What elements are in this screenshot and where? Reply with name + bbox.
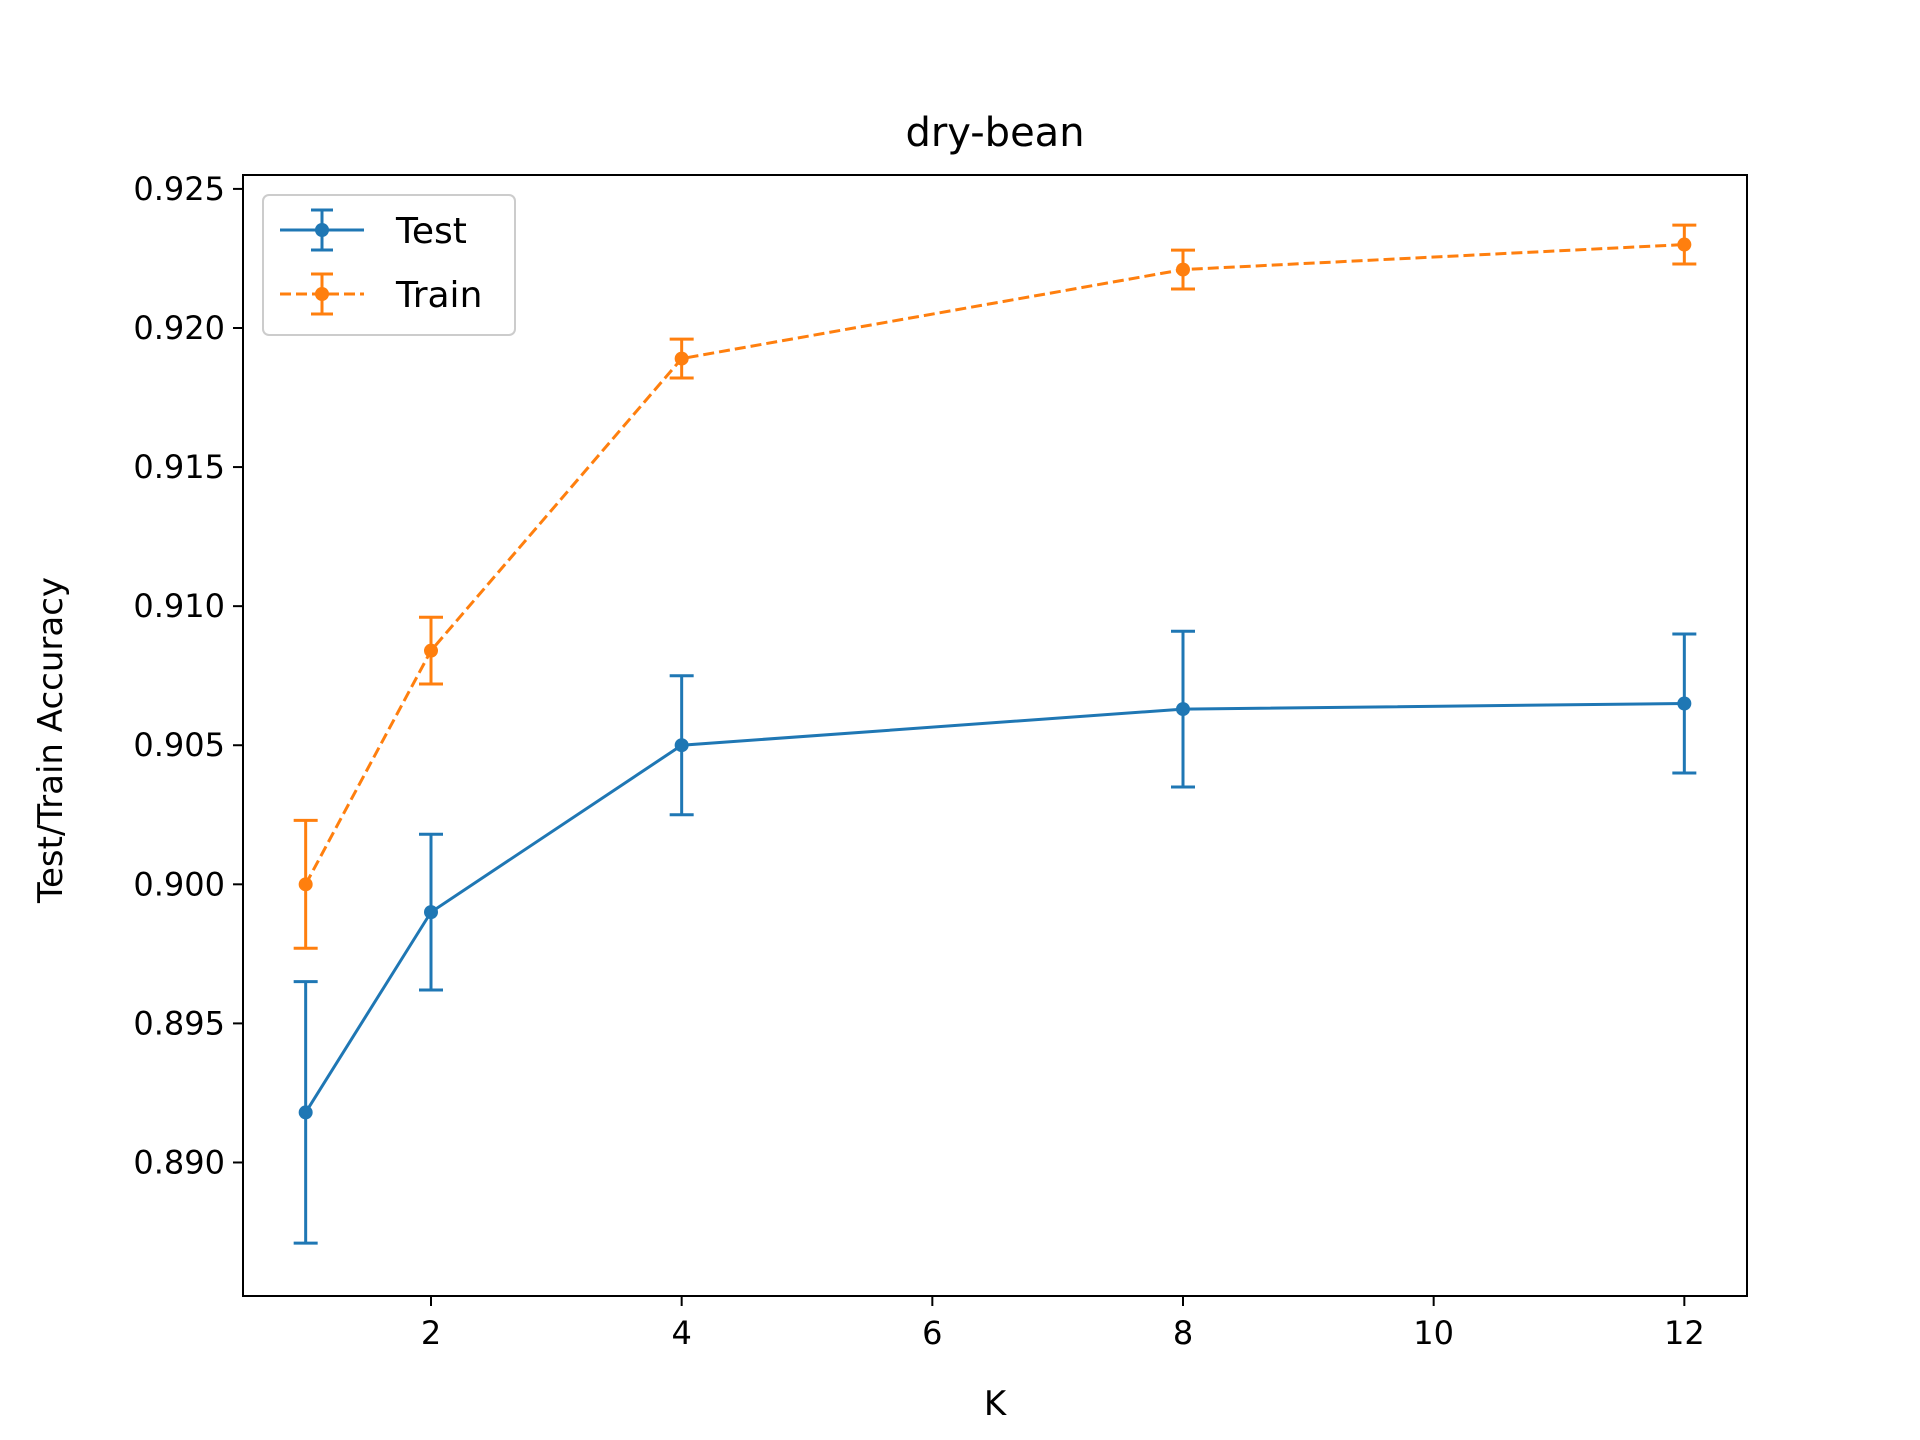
legend-label-test: Test	[395, 211, 467, 252]
series-train	[293, 223, 1697, 950]
y-tick-label: 0.900	[133, 865, 225, 903]
x-tick-label: 6	[922, 1314, 942, 1352]
y-tick-label: 0.915	[133, 448, 225, 486]
legend-label-train: Train	[395, 275, 482, 316]
train-point	[674, 351, 689, 366]
y-axis-label: Test/Train Accuracy	[31, 577, 71, 904]
y-axis-ticks: 0.890 0.895 0.900 0.905 0.910 0.915 0.920 0.925	[133, 170, 243, 1181]
x-tick-label: 10	[1413, 1314, 1454, 1352]
x-axis-ticks: 2 4 6 8 10 12	[421, 1296, 1705, 1352]
plot-frame	[242, 174, 1748, 1297]
train-point	[424, 643, 438, 658]
legend-item-test: Test	[280, 208, 467, 252]
y-tick-label: 0.890	[133, 1143, 225, 1181]
y-tick-label: 0.920	[133, 309, 225, 347]
test-point	[674, 738, 689, 753]
train-point	[1176, 262, 1190, 277]
train-point	[1677, 237, 1692, 252]
x-axis-label: K	[984, 1384, 1008, 1424]
test-point	[1677, 696, 1692, 711]
chart-title: dry-bean	[905, 110, 1084, 156]
legend-item-train: Train	[280, 272, 482, 316]
legend-marker-train	[315, 287, 329, 301]
x-tick-label: 8	[1173, 1314, 1193, 1352]
y-tick-label: 0.925	[133, 170, 225, 208]
legend: Test Train	[262, 194, 516, 336]
x-tick-label: 4	[671, 1314, 691, 1352]
x-tick-label: 2	[421, 1314, 441, 1352]
x-tick-label: 12	[1664, 1314, 1705, 1352]
test-point	[1176, 702, 1190, 717]
test-point	[298, 1105, 313, 1120]
test-point	[424, 905, 438, 920]
train-point	[298, 877, 313, 892]
series-test	[293, 629, 1697, 1245]
y-tick-label: 0.910	[133, 587, 225, 625]
series-layer	[293, 223, 1697, 1245]
y-tick-label: 0.905	[133, 726, 225, 764]
y-tick-label: 0.895	[133, 1004, 225, 1042]
legend-marker-test	[315, 223, 329, 237]
